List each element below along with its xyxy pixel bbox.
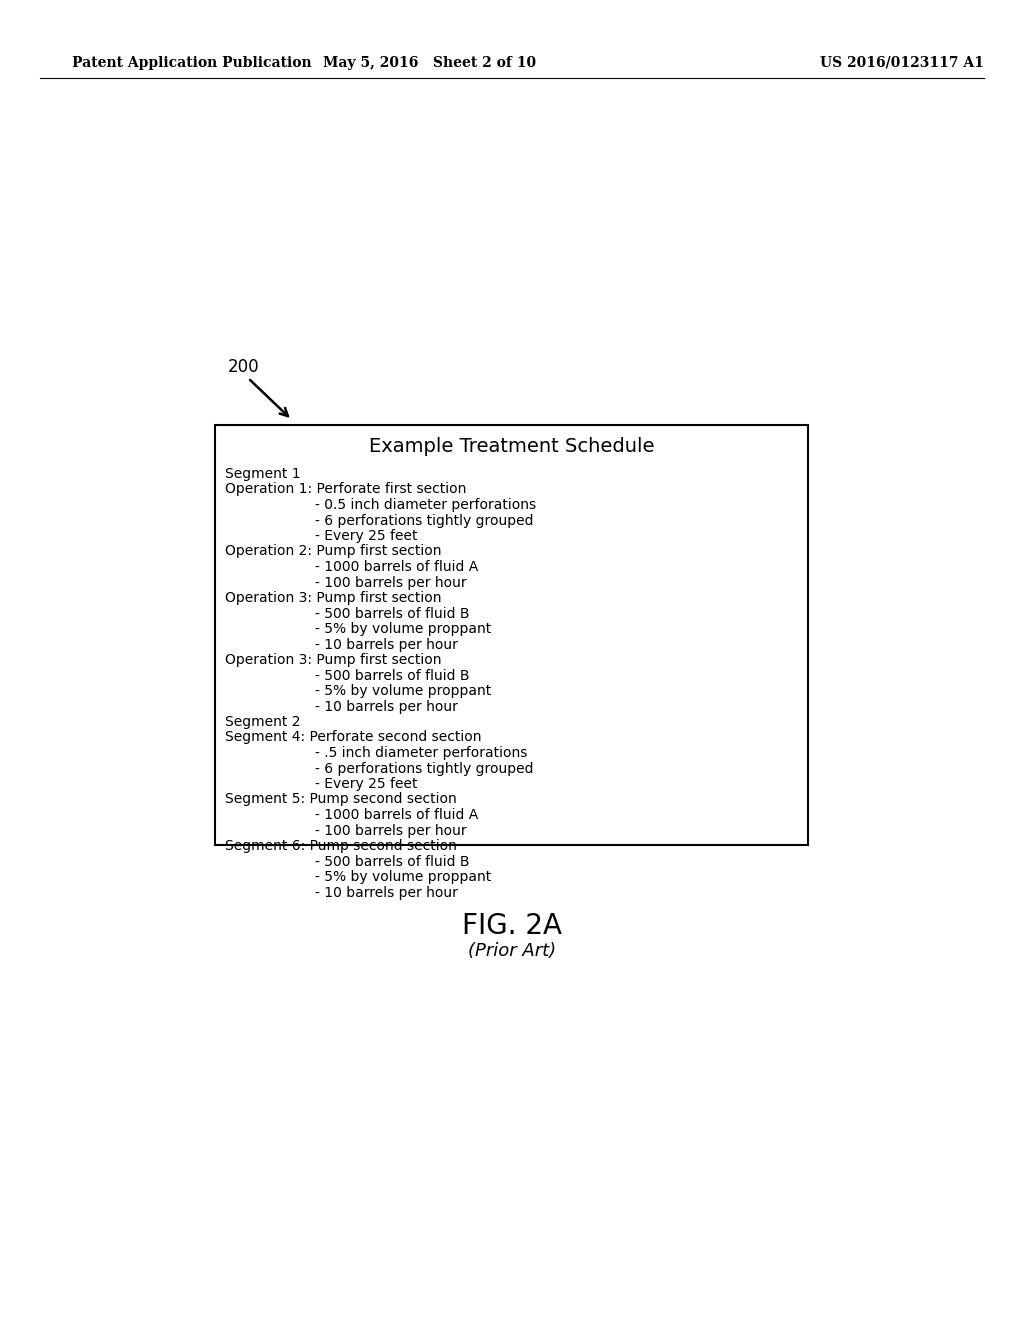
Text: - .5 inch diameter perforations: - .5 inch diameter perforations xyxy=(315,746,527,760)
Text: - 500 barrels of fluid B: - 500 barrels of fluid B xyxy=(315,854,469,869)
Text: Segment 2: Segment 2 xyxy=(225,715,300,729)
Text: Operation 3: Pump first section: Operation 3: Pump first section xyxy=(225,653,441,667)
Text: - 100 barrels per hour: - 100 barrels per hour xyxy=(315,576,467,590)
Text: Segment 6: Pump second section: Segment 6: Pump second section xyxy=(225,840,457,853)
Text: - Every 25 feet: - Every 25 feet xyxy=(315,529,418,543)
Text: May 5, 2016   Sheet 2 of 10: May 5, 2016 Sheet 2 of 10 xyxy=(324,55,537,70)
Text: - 6 perforations tightly grouped: - 6 perforations tightly grouped xyxy=(315,762,534,776)
Text: - 1000 barrels of fluid A: - 1000 barrels of fluid A xyxy=(315,808,478,822)
Text: - 10 barrels per hour: - 10 barrels per hour xyxy=(315,700,458,714)
Text: - 1000 barrels of fluid A: - 1000 barrels of fluid A xyxy=(315,560,478,574)
Text: - 10 barrels per hour: - 10 barrels per hour xyxy=(315,638,458,652)
Text: - 10 barrels per hour: - 10 barrels per hour xyxy=(315,886,458,899)
Text: - 500 barrels of fluid B: - 500 barrels of fluid B xyxy=(315,606,469,620)
Text: - 5% by volume proppant: - 5% by volume proppant xyxy=(315,622,492,636)
Text: - 100 barrels per hour: - 100 barrels per hour xyxy=(315,824,467,837)
Text: - 6 perforations tightly grouped: - 6 perforations tightly grouped xyxy=(315,513,534,528)
Text: Segment 4: Perforate second section: Segment 4: Perforate second section xyxy=(225,730,481,744)
Text: - 5% by volume proppant: - 5% by volume proppant xyxy=(315,684,492,698)
Text: Operation 1: Perforate first section: Operation 1: Perforate first section xyxy=(225,483,466,496)
Bar xyxy=(215,425,808,845)
Text: - Every 25 feet: - Every 25 feet xyxy=(315,777,418,791)
Text: Patent Application Publication: Patent Application Publication xyxy=(72,55,311,70)
Text: Example Treatment Schedule: Example Treatment Schedule xyxy=(369,437,654,457)
Text: (Prior Art): (Prior Art) xyxy=(468,942,556,960)
Text: Operation 3: Pump first section: Operation 3: Pump first section xyxy=(225,591,441,605)
Text: - 5% by volume proppant: - 5% by volume proppant xyxy=(315,870,492,884)
Text: 200: 200 xyxy=(228,358,260,376)
Text: US 2016/0123117 A1: US 2016/0123117 A1 xyxy=(820,55,984,70)
Text: - 500 barrels of fluid B: - 500 barrels of fluid B xyxy=(315,668,469,682)
Text: Segment 1: Segment 1 xyxy=(225,467,301,480)
Text: Segment 5: Pump second section: Segment 5: Pump second section xyxy=(225,792,457,807)
Text: FIG. 2A: FIG. 2A xyxy=(462,912,562,940)
Text: Operation 2: Pump first section: Operation 2: Pump first section xyxy=(225,544,441,558)
Text: - 0.5 inch diameter perforations: - 0.5 inch diameter perforations xyxy=(315,498,537,512)
